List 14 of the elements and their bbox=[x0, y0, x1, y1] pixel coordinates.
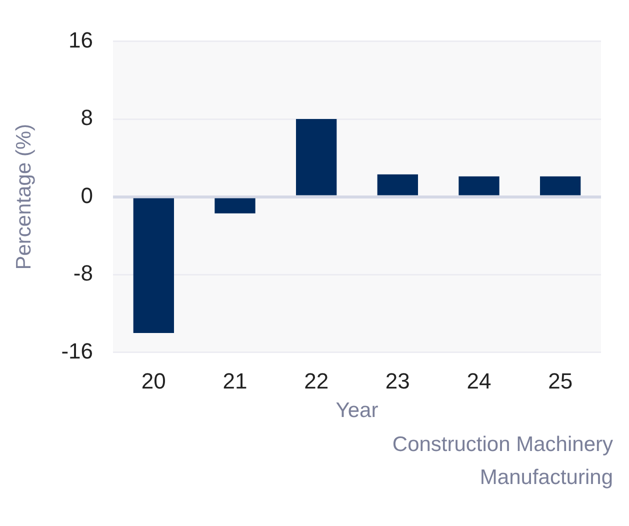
x-tick-label: 24 bbox=[466, 368, 492, 394]
y-tick-label: -16 bbox=[61, 338, 93, 364]
x-tick-label: 20 bbox=[141, 368, 166, 394]
y-tick-label: 0 bbox=[80, 182, 93, 208]
text: Construction Machinery Manufacturing bbox=[391, 432, 613, 491]
x-tick-label: 22 bbox=[304, 368, 329, 394]
y-tick-label: 16 bbox=[68, 27, 93, 52]
x-axis-title: Year bbox=[336, 399, 378, 422]
y-tick-label: -8 bbox=[73, 260, 93, 286]
x-tick-label: 23 bbox=[385, 368, 410, 394]
y-axis-title: Percentage (%) bbox=[12, 124, 36, 270]
y-tick-label: 8 bbox=[80, 105, 93, 130]
x-tick-label: 25 bbox=[548, 368, 573, 394]
x-tick-label: 21 bbox=[222, 368, 248, 394]
